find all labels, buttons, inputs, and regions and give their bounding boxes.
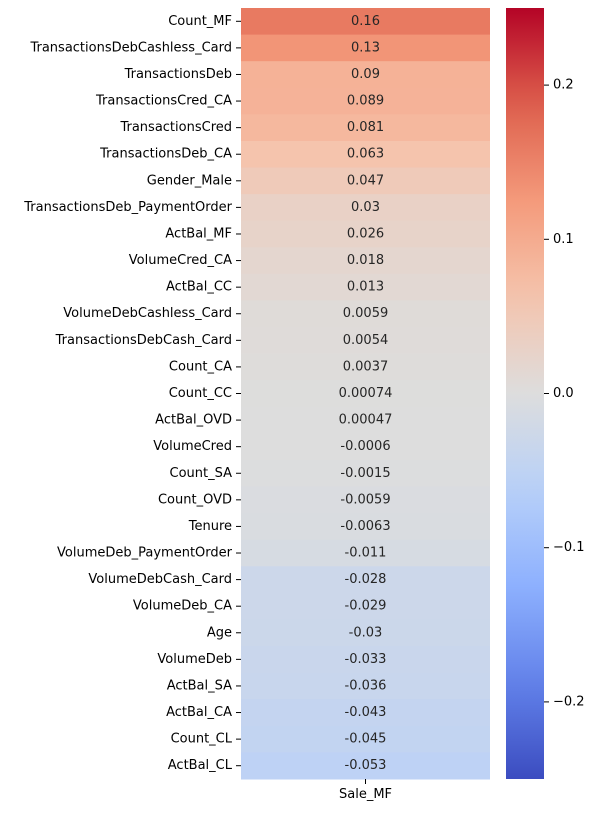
heatmap-cell	[241, 34, 490, 62]
heatmap-cell	[241, 486, 490, 514]
row-label: ActBal_CC	[166, 280, 232, 295]
row-label: TransactionsDeb_CA	[99, 147, 232, 162]
row-label: ActBal_CA	[166, 705, 232, 720]
cell-value-label: 0.09	[351, 67, 380, 82]
cell-value-label: -0.028	[345, 572, 387, 587]
cell-value-label: -0.036	[345, 678, 387, 693]
heatmap-cell	[241, 220, 490, 248]
heatmap-cell	[241, 87, 490, 115]
cell-value-label: -0.033	[345, 652, 387, 667]
cell-value-label: 0.00074	[339, 386, 393, 401]
colorbar-tick-label: −0.1	[553, 540, 585, 555]
heatmap-cell	[241, 752, 490, 780]
row-label: Count_CA	[169, 359, 232, 374]
row-label: TransactionsDeb	[124, 67, 232, 82]
heatmap-cell	[241, 539, 490, 567]
cell-value-label: 0.063	[347, 147, 384, 162]
row-label: VolumeDebCash_Card	[88, 572, 232, 587]
colorbar-tick-label: −0.2	[553, 694, 585, 709]
heatmap-cell	[241, 273, 490, 301]
row-label: ActBal_CL	[168, 758, 233, 773]
row-label: TransactionsDebCashless_Card	[29, 40, 232, 55]
row-label: TransactionsCred_CA	[95, 94, 232, 109]
cell-value-label: 0.081	[347, 120, 384, 135]
heatmap-cell	[241, 459, 490, 488]
row-label: Count_CC	[169, 386, 232, 401]
row-label: Tenure	[188, 519, 232, 534]
row-label: Count_SA	[170, 466, 233, 481]
heatmap-cell	[241, 566, 490, 594]
heatmap-cell	[241, 61, 490, 89]
cell-value-label: 0.013	[347, 280, 384, 295]
cell-value-label: -0.0063	[340, 519, 390, 534]
heatmap-cell	[241, 725, 490, 753]
row-label: VolumeDebCashless_Card	[63, 306, 232, 321]
row-labels: Count_MF TransactionsDebCashless_Card Tran…	[23, 14, 241, 773]
row-label: ActBal_OVD	[155, 413, 232, 428]
heatmap-cell	[241, 194, 490, 222]
row-label: Count_OVD	[158, 492, 232, 507]
column-label: Sale_MF	[339, 787, 392, 802]
cell-value-label: 0.0037	[343, 359, 389, 374]
colorbar-gradient	[506, 8, 544, 779]
colorbar-tick-label: 0.0	[553, 386, 574, 401]
cell-value-label: 0.16	[351, 14, 380, 29]
cell-value-label: -0.011	[345, 546, 387, 561]
heatmap-cell	[241, 406, 490, 434]
cell-value-label: 0.03	[351, 200, 380, 215]
row-label: TransactionsDeb_PaymentOrder	[23, 200, 232, 215]
colorbar: 0.2 0.1 0.0 −0.1 −0.2	[506, 8, 585, 779]
row-label: Age	[207, 625, 232, 640]
heatmap-cell	[241, 247, 490, 275]
cell-value-label: 0.00047	[339, 413, 393, 428]
row-label: Count_MF	[168, 14, 232, 29]
heatmap-cell	[241, 619, 490, 647]
cell-value-label: -0.0059	[340, 492, 390, 507]
cell-value-label: 0.0054	[343, 333, 389, 348]
cell-value-label: 0.047	[347, 173, 384, 188]
cell-value-label: 0.026	[347, 226, 384, 241]
heatmap-cell	[241, 114, 490, 142]
cell-value-label: 0.0059	[343, 306, 389, 321]
heatmap-cell	[241, 513, 490, 541]
cell-value-label: 0.018	[347, 253, 384, 268]
row-label: ActBal_MF	[165, 226, 232, 241]
cell-value-label: -0.029	[345, 599, 387, 614]
row-label: Gender_Male	[147, 173, 232, 188]
row-label: VolumeDeb_CA	[133, 599, 232, 614]
heatmap-cell	[241, 672, 490, 700]
heatmap-cell	[241, 327, 490, 355]
heatmap-cell	[241, 433, 490, 461]
row-label: ActBal_SA	[167, 678, 232, 693]
cell-value-label: -0.053	[345, 758, 387, 773]
heatmap-cell	[241, 646, 490, 674]
colorbar-tick-label: 0.2	[553, 78, 574, 93]
heatmap-cell	[241, 300, 490, 328]
heatmap-cell	[241, 699, 490, 727]
cell-value-label: 0.13	[351, 40, 380, 55]
heatmap-cells: 0.16 0.13 0.09 0.089 0.081 0.063 0.047 0.03 0.02…	[241, 8, 490, 780]
cell-value-label: -0.03	[349, 625, 383, 640]
heatmap-cell	[241, 380, 490, 408]
heatmap-cell	[241, 140, 490, 169]
heatmap-cell	[241, 592, 490, 620]
cell-value-label: -0.0015	[340, 466, 390, 481]
cell-value-label: 0.089	[347, 94, 384, 109]
cell-value-label: -0.0006	[340, 439, 390, 454]
cell-value-label: -0.043	[345, 705, 387, 720]
row-label: TransactionsCred	[119, 120, 232, 135]
row-label: VolumeCred	[153, 439, 232, 454]
column-labels: Sale_MF	[339, 779, 392, 802]
row-label: VolumeCred_CA	[129, 253, 232, 268]
cell-value-label: -0.045	[345, 732, 387, 747]
row-label: TransactionsDebCash_Card	[55, 333, 232, 348]
row-label: Count_CL	[171, 732, 233, 747]
colorbar-tick-label: 0.1	[553, 232, 574, 247]
heatmap-cell	[241, 353, 490, 381]
row-label: VolumeDeb_PaymentOrder	[57, 546, 233, 561]
heatmap-cell	[241, 8, 490, 36]
row-label: VolumeDeb	[157, 652, 232, 667]
heatmap-cell	[241, 167, 490, 195]
